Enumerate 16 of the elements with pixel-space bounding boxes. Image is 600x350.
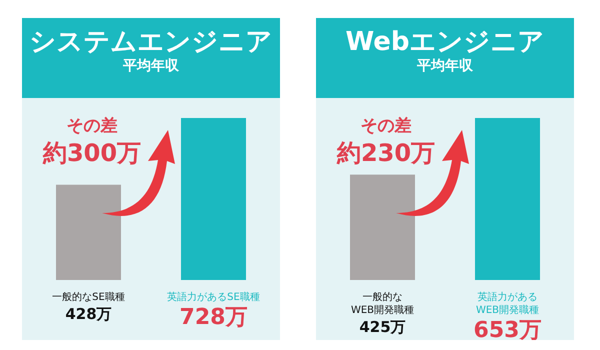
chart-title: Webエンジニア (346, 27, 544, 57)
annotation: その差 (66, 116, 118, 136)
annotation: 約230万 (336, 139, 436, 167)
data-label: 428万 (65, 305, 112, 323)
chart-subtitle: 平均年収 (416, 58, 474, 74)
x-tick-label: 英語力があるSE職種 (167, 291, 260, 303)
annotation: 約300万 (42, 139, 142, 167)
data-label: 425万 (359, 318, 406, 336)
x-tick-label: 一般的なSE職種 (52, 291, 125, 303)
data-label: 653万 (474, 318, 542, 343)
x-tick-label: 一般的な WEB開発職種 (350, 292, 414, 316)
annotation: その差 (360, 116, 412, 136)
chart-title: システムエンジニア (30, 27, 272, 57)
x-tick-label: 英語力がある WEB開発職種 (476, 291, 540, 316)
data-label: 728万 (180, 305, 248, 330)
chart-subtitle: 平均年収 (122, 58, 180, 74)
